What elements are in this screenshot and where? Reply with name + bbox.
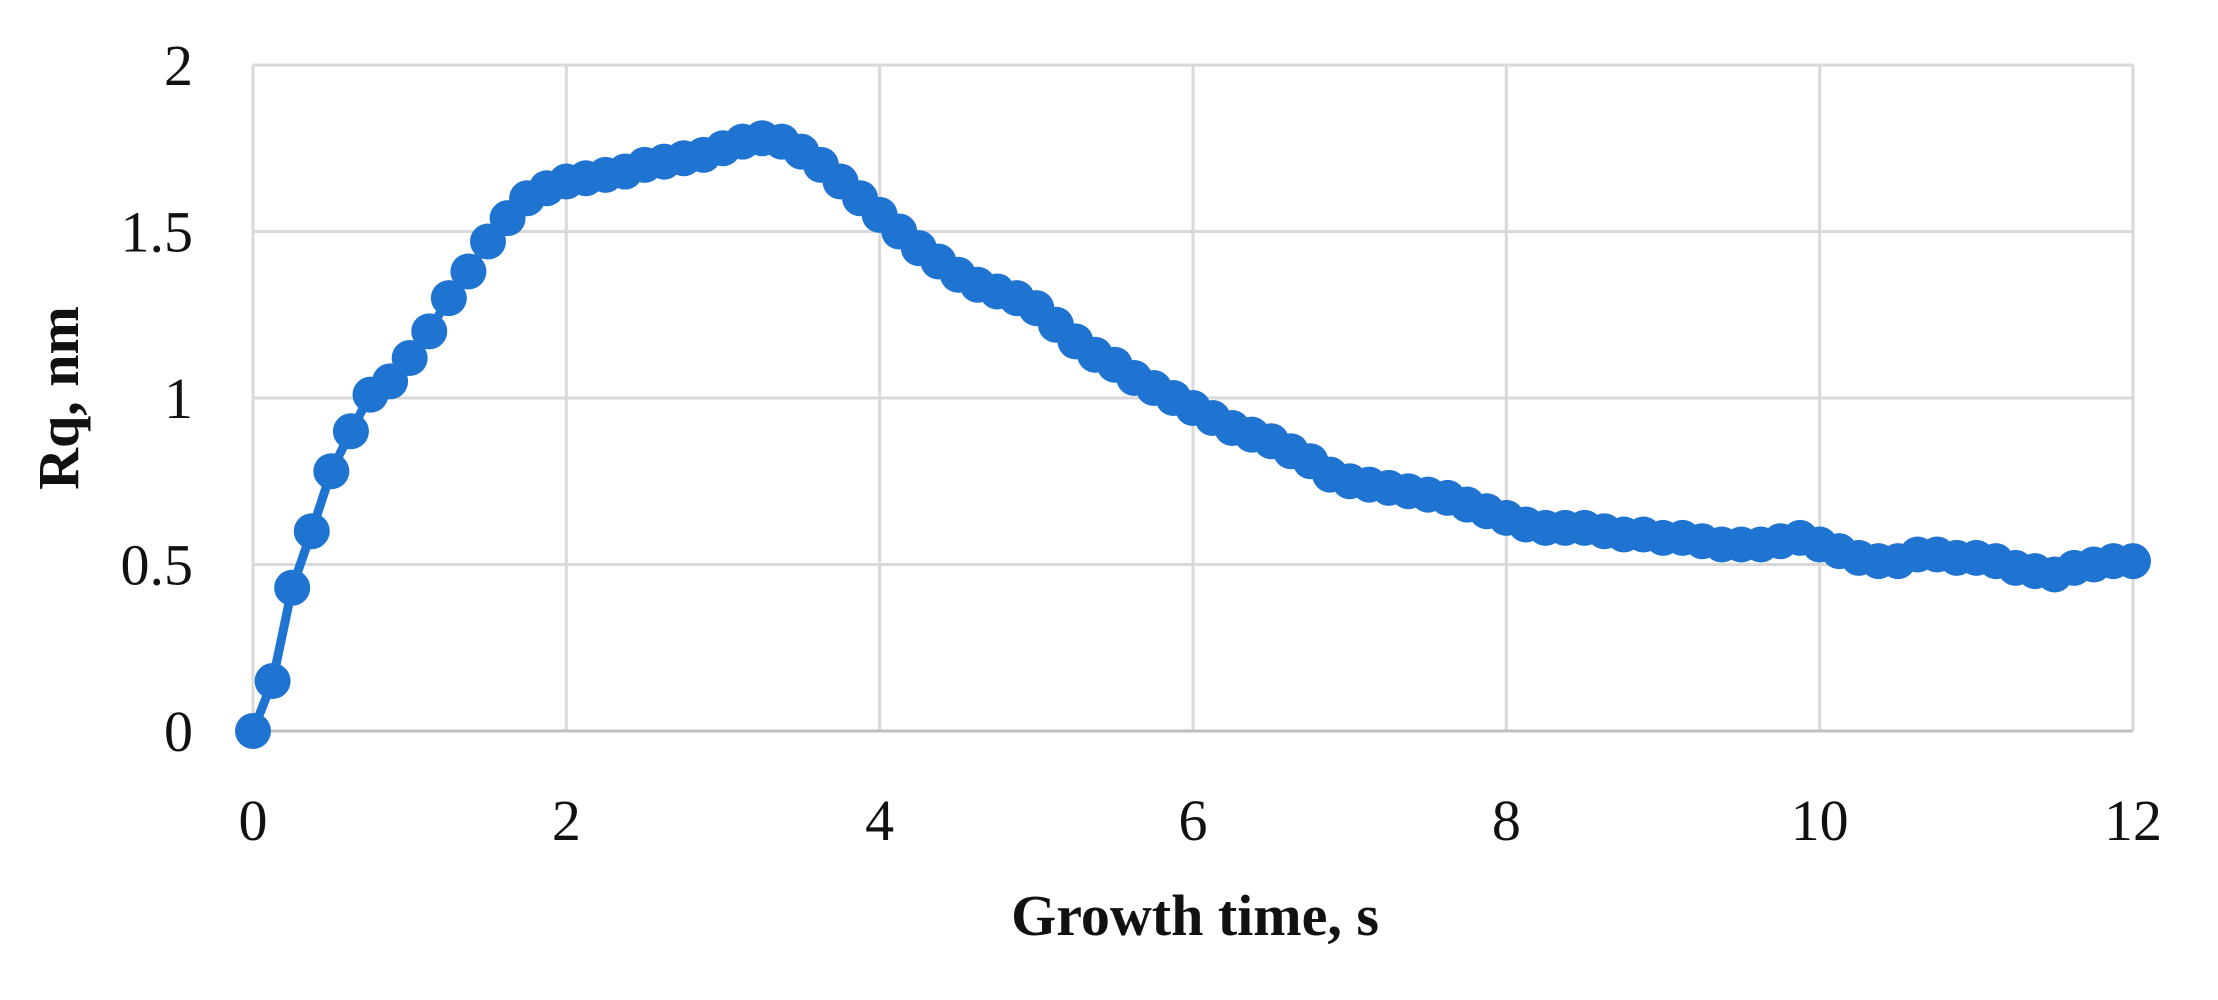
data-point <box>274 569 311 606</box>
x-tick-label: 6 <box>1179 788 1208 853</box>
series-layer <box>235 120 2151 749</box>
data-point <box>313 453 350 490</box>
x-tick-label: 2 <box>552 788 581 853</box>
label-layer: 0 0.5 1 1.5 2 0 2 4 6 8 10 12 <box>121 33 2163 853</box>
data-point <box>411 313 448 350</box>
data-point <box>235 713 271 749</box>
x-tick-label: 8 <box>1492 788 1521 853</box>
y-tick-label: 1 <box>164 366 193 431</box>
data-point <box>254 663 291 700</box>
data-point <box>332 413 369 450</box>
data-point <box>391 340 428 377</box>
data-point <box>430 280 467 317</box>
data-point <box>2115 543 2151 580</box>
y-axis-title: Rq, nm <box>26 306 91 490</box>
y-tick-label: 0.5 <box>121 533 194 598</box>
data-point <box>293 513 330 550</box>
y-tick-label: 1.5 <box>121 200 194 265</box>
data-point <box>450 253 487 290</box>
x-tick-label: 10 <box>1791 788 1849 853</box>
y-tick-label: 2 <box>164 33 193 98</box>
x-tick-label: 4 <box>865 788 894 853</box>
x-tick-label: 12 <box>2104 788 2162 853</box>
x-tick-label: 0 <box>239 788 268 853</box>
y-tick-label: 0 <box>164 699 193 764</box>
x-axis-title: Growth time, s <box>1011 883 1379 948</box>
